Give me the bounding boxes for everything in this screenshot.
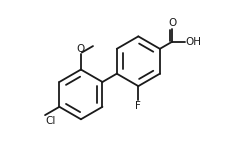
Text: Cl: Cl xyxy=(46,116,56,126)
Text: O: O xyxy=(76,44,85,54)
Text: OH: OH xyxy=(185,37,201,47)
Text: O: O xyxy=(167,18,175,28)
Text: F: F xyxy=(135,101,141,111)
